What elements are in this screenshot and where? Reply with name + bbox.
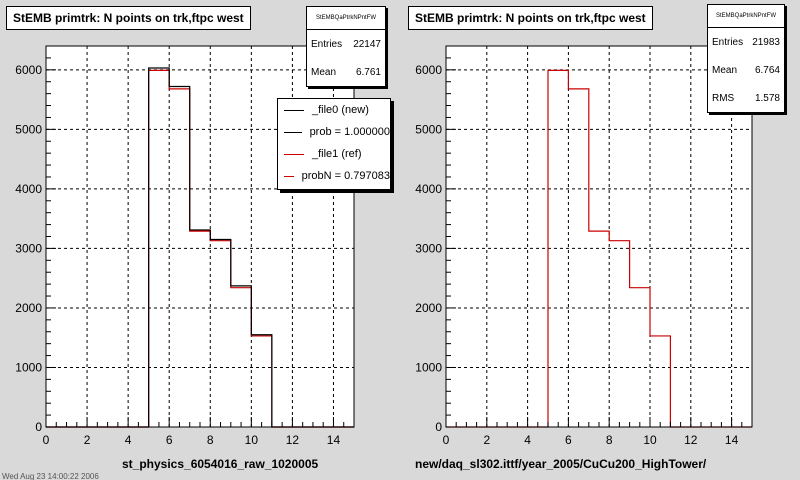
x-tick-label: 2 bbox=[84, 433, 91, 447]
legend-entry: _file0 (new) bbox=[278, 99, 390, 121]
y-tick-label: 5000 bbox=[15, 122, 42, 136]
left-stats-name: StEMBQaPtrkNPntFW bbox=[307, 7, 385, 30]
stats-value: 6.764 bbox=[754, 64, 780, 76]
y-tick-label: 4000 bbox=[415, 182, 442, 196]
stats-label: Entries bbox=[311, 38, 343, 50]
right-stats-rms: RMS 1.578 bbox=[708, 84, 784, 112]
y-tick-label: 2000 bbox=[15, 301, 42, 315]
y-tick-label: 0 bbox=[435, 420, 442, 434]
left-bottom-fragment: Wed Aug 23 14:00:22 2006 bbox=[2, 473, 99, 480]
y-tick-label: 5000 bbox=[415, 122, 442, 136]
y-tick-label: 6000 bbox=[15, 63, 42, 77]
x-tick-label: 6 bbox=[565, 433, 572, 447]
left-x-caption: st_physics_6054016_raw_1020005 bbox=[122, 457, 319, 471]
x-tick-label: 14 bbox=[725, 433, 739, 447]
x-tick-label: 0 bbox=[443, 433, 450, 447]
y-tick-label: 1000 bbox=[415, 360, 442, 374]
x-tick-label: 2 bbox=[483, 433, 490, 447]
legend-entry: _file1 (ref) bbox=[278, 143, 390, 165]
right-x-caption: new/daq_sl302.ittf/year_2005/CuCu200_Hig… bbox=[415, 457, 707, 471]
x-tick-label: 10 bbox=[245, 433, 259, 447]
legend-line bbox=[284, 175, 294, 177]
y-tick-label: 1000 bbox=[15, 360, 42, 374]
legend-label: _file1 (ref) bbox=[312, 148, 362, 160]
stats-value: 6.761 bbox=[355, 66, 381, 78]
right-histogram: 0 2 4 6 8 10 12 14 0 1000 2000 3000 4000 5000 6000 bbox=[415, 45, 753, 447]
left-title: StEMB primtrk: N points on trk,ftpc west bbox=[6, 6, 251, 30]
legend-line bbox=[284, 109, 304, 111]
x-tick-label: 8 bbox=[207, 433, 214, 447]
right-stats-entries: Entries 21983 bbox=[708, 28, 784, 56]
stats-label: Mean bbox=[311, 66, 337, 78]
legend-line bbox=[284, 153, 304, 155]
x-tick-label: 0 bbox=[43, 433, 50, 447]
stats-value: 22147 bbox=[353, 38, 381, 50]
left-stats-box: StEMBQaPtrkNPntFW Entries 22147 Mean 6.7… bbox=[306, 6, 386, 87]
x-tick-label: 12 bbox=[286, 433, 300, 447]
y-tick-label: 4000 bbox=[15, 182, 42, 196]
right-title: StEMB primtrk: N points on trk,ftpc west bbox=[408, 6, 653, 30]
x-tick-label: 12 bbox=[684, 433, 698, 447]
right-stats-box: StEMBQaPtrkNPntFW Entries 21983 Mean 6.7… bbox=[707, 4, 785, 113]
legend-entry: probN = 0.797083 bbox=[278, 165, 390, 187]
x-tick-label: 4 bbox=[524, 433, 531, 447]
legend: _file0 (new) prob = 1.000000 _file1 (ref… bbox=[277, 98, 391, 190]
y-tick-label: 0 bbox=[35, 420, 42, 434]
left-stats-mean: Mean 6.761 bbox=[307, 58, 385, 86]
y-tick-label: 6000 bbox=[415, 63, 442, 77]
y-tick-label: 3000 bbox=[415, 241, 442, 255]
left-stats-entries: Entries 22147 bbox=[307, 30, 385, 58]
legend-label: probN = 0.797083 bbox=[301, 170, 390, 182]
legend-label: prob = 1.000000 bbox=[309, 126, 390, 138]
stats-value: 21983 bbox=[752, 36, 780, 48]
plot-frame bbox=[446, 46, 752, 427]
right-pad: 0 2 4 6 8 10 12 14 0 1000 2000 3000 4000 5000 6000 StE… bbox=[400, 0, 800, 480]
right-stats-mean: Mean 6.764 bbox=[708, 56, 784, 84]
stats-label: Mean bbox=[712, 64, 738, 76]
stats-value: 1.578 bbox=[754, 92, 780, 104]
x-tick-label: 14 bbox=[327, 433, 341, 447]
y-tick-label: 2000 bbox=[415, 301, 442, 315]
stats-label: Entries bbox=[712, 36, 744, 48]
legend-line bbox=[284, 131, 302, 133]
legend-entry: prob = 1.000000 bbox=[278, 121, 390, 143]
x-tick-label: 10 bbox=[643, 433, 657, 447]
right-stats-name: StEMBQaPtrkNPntFW bbox=[708, 5, 784, 28]
left-pad: 0 2 4 6 8 10 12 14 0 1000 2000 3000 4000 5000 6000 StE… bbox=[0, 0, 398, 480]
stats-label: RMS bbox=[712, 92, 735, 104]
x-tick-label: 8 bbox=[606, 433, 613, 447]
x-tick-label: 4 bbox=[125, 433, 132, 447]
legend-label: _file0 (new) bbox=[312, 104, 369, 116]
x-tick-label: 6 bbox=[166, 433, 173, 447]
y-tick-label: 3000 bbox=[15, 241, 42, 255]
